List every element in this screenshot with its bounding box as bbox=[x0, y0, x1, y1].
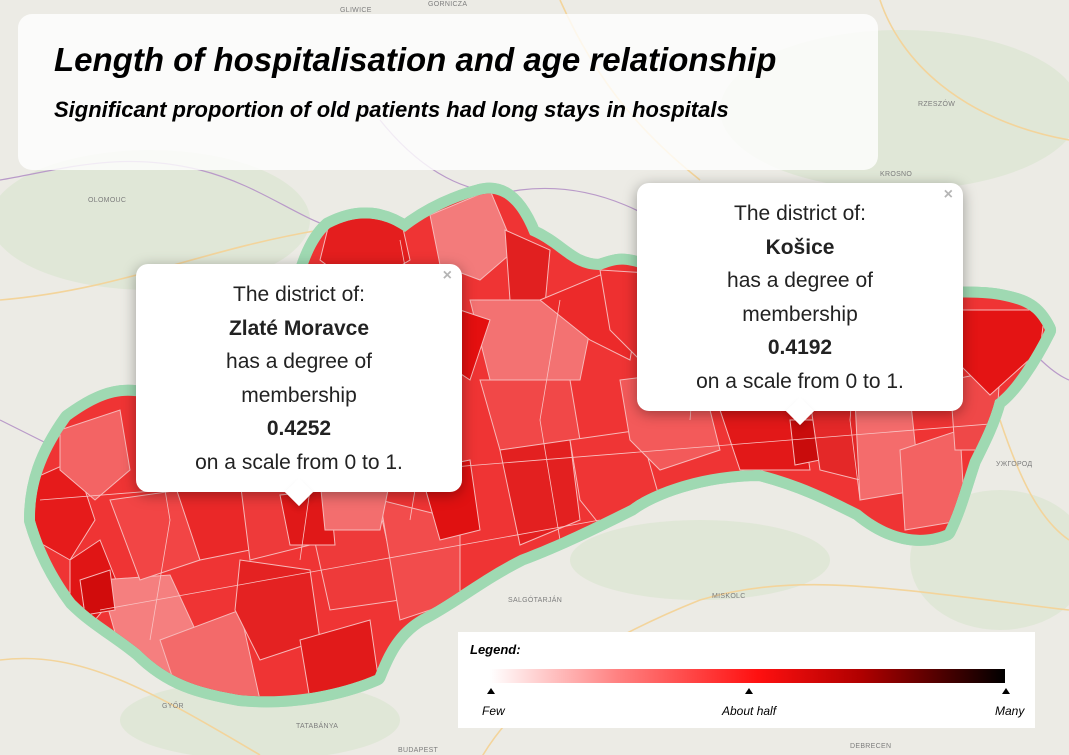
basemap-label: УЖГОРОД bbox=[996, 461, 1032, 468]
basemap-label: SALGÓTARJÁN bbox=[508, 595, 562, 604]
title-panel: Length of hospitalisation and age relati… bbox=[18, 14, 878, 170]
legend-marker-low bbox=[487, 688, 495, 694]
basemap-label: RZESZÓW bbox=[918, 99, 955, 108]
popup-district-name: Košice bbox=[765, 235, 835, 259]
district-popup-kosice: × The district of: Košice has a degree o… bbox=[637, 183, 963, 426]
popup-text: membership bbox=[742, 302, 858, 326]
basemap-label: GYŐR bbox=[162, 701, 184, 710]
popup-scale: on a scale from 0 to 1. bbox=[195, 450, 403, 474]
popup-text: has a degree of bbox=[226, 350, 372, 373]
popup-value: 0.4252 bbox=[266, 417, 332, 440]
popup-text: has a degree of bbox=[727, 269, 873, 292]
basemap-label: KROSNO bbox=[880, 171, 912, 178]
map-title: Length of hospitalisation and age relati… bbox=[54, 41, 777, 78]
popup-value: 0.4192 bbox=[767, 336, 833, 359]
basemap-label: GORNICZA bbox=[428, 1, 467, 8]
district-shape[interactable] bbox=[499, 439, 581, 546]
district-shape[interactable] bbox=[469, 299, 591, 381]
legend-title: Legend: bbox=[470, 642, 521, 657]
basemap-label: GLIWICE bbox=[340, 7, 372, 14]
basemap-labels: GLIWICE GORNICZA RZESZÓW OLOMOUC KROSNO … bbox=[88, 1, 1032, 754]
legend-label-low: Few bbox=[482, 704, 505, 718]
legend-gradient-bar bbox=[490, 669, 1005, 683]
popup-district-name: Zlaté Moravce bbox=[228, 316, 370, 340]
popup-intro: The district of: bbox=[734, 202, 866, 225]
basemap-label: MISKOLC bbox=[712, 593, 746, 600]
legend-marker-mid bbox=[745, 688, 753, 694]
map-subtitle: Significant proportion of old patients h… bbox=[54, 97, 729, 122]
popup-close-button[interactable]: × bbox=[943, 186, 953, 203]
legend-marker-high bbox=[1002, 688, 1010, 694]
basemap-label: TATABÁNYA bbox=[296, 721, 338, 730]
legend-panel: Legend: Few About half Many bbox=[458, 632, 1035, 728]
district-shape[interactable] bbox=[234, 559, 321, 661]
legend-label-mid: About half bbox=[722, 704, 777, 718]
popup-intro: The district of: bbox=[233, 283, 365, 306]
district-shape[interactable] bbox=[59, 409, 131, 501]
popup-close-button[interactable]: × bbox=[442, 267, 452, 284]
district-popup-zlate-moravce: × The district of: Zlaté Moravce has a d… bbox=[136, 264, 462, 507]
district-shape[interactable] bbox=[79, 569, 116, 616]
basemap-label: OLOMOUC bbox=[88, 197, 126, 204]
basemap-label: BUDAPEST bbox=[398, 747, 439, 754]
popup-text: membership bbox=[241, 383, 357, 407]
legend-label-high: Many bbox=[995, 704, 1025, 718]
popup-scale: on a scale from 0 to 1. bbox=[696, 369, 904, 393]
basemap-label: DEBRECEN bbox=[850, 743, 891, 750]
